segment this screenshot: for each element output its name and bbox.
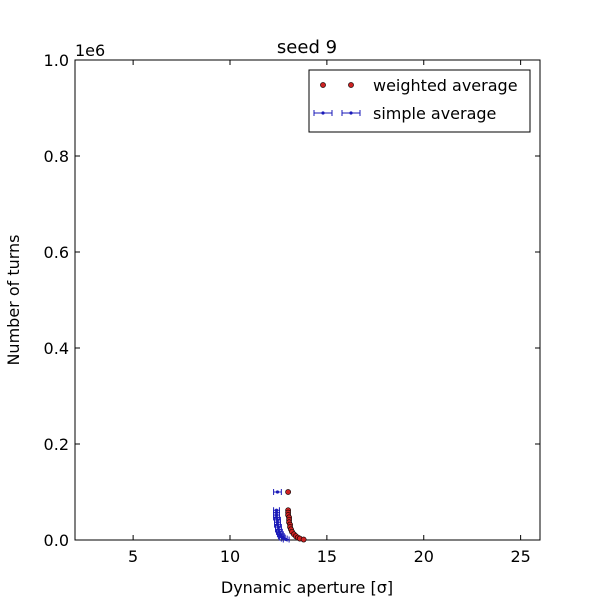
simple-average-point — [284, 537, 288, 542]
simple-average-point — [275, 520, 280, 524]
weighted-average-point — [300, 536, 307, 543]
y-tick-label: 0.6 — [44, 243, 69, 262]
x-axis-label: Dynamic aperture [σ] — [221, 578, 393, 597]
x-tick-label: 10 — [220, 547, 240, 566]
x-tick-label: 25 — [510, 547, 530, 566]
simple-average-point — [274, 515, 279, 520]
simple-average-point — [276, 527, 281, 532]
legend-marker-weighted — [348, 82, 354, 88]
y-tick-label: 1.0 — [44, 51, 69, 70]
simple-average-point — [277, 530, 282, 534]
x-tick-label: 15 — [317, 547, 337, 566]
plot-area — [74, 59, 541, 541]
y-tick-label: 0.8 — [44, 147, 69, 166]
weighted-average-point — [285, 489, 292, 495]
chart-title: seed 9 — [277, 37, 337, 58]
y-offset-label: 1e6 — [75, 41, 105, 60]
legend-marker-simple — [349, 111, 353, 115]
x-tick-label: 5 — [128, 547, 138, 566]
y-tick-label: 0.4 — [44, 339, 69, 358]
x-tick-label: 20 — [414, 547, 434, 566]
legend: weighted average simple average — [308, 69, 531, 133]
simple-average-point — [274, 508, 279, 512]
simple-average-point — [275, 518, 280, 522]
legend-label-weighted: weighted average — [373, 76, 518, 95]
simple-average-point — [275, 490, 280, 494]
ticks: 5 10 15 20 25 0.0 0.2 0.4 0.6 0.8 1.0 — [44, 51, 540, 566]
simple-average-point — [274, 513, 279, 517]
legend-label-simple: simple average — [373, 104, 496, 123]
legend-marker-weighted — [320, 82, 326, 88]
legend-marker-simple — [321, 111, 325, 115]
data-marks — [273, 489, 307, 543]
legend-box — [308, 69, 531, 133]
y-tick-label: 0.0 — [44, 531, 69, 550]
simple-average-point — [275, 523, 280, 527]
simple-average-point — [274, 511, 279, 515]
y-axis-label: Number of turns — [4, 234, 23, 365]
y-tick-label: 0.2 — [44, 435, 69, 454]
simple-average-point — [276, 525, 281, 529]
